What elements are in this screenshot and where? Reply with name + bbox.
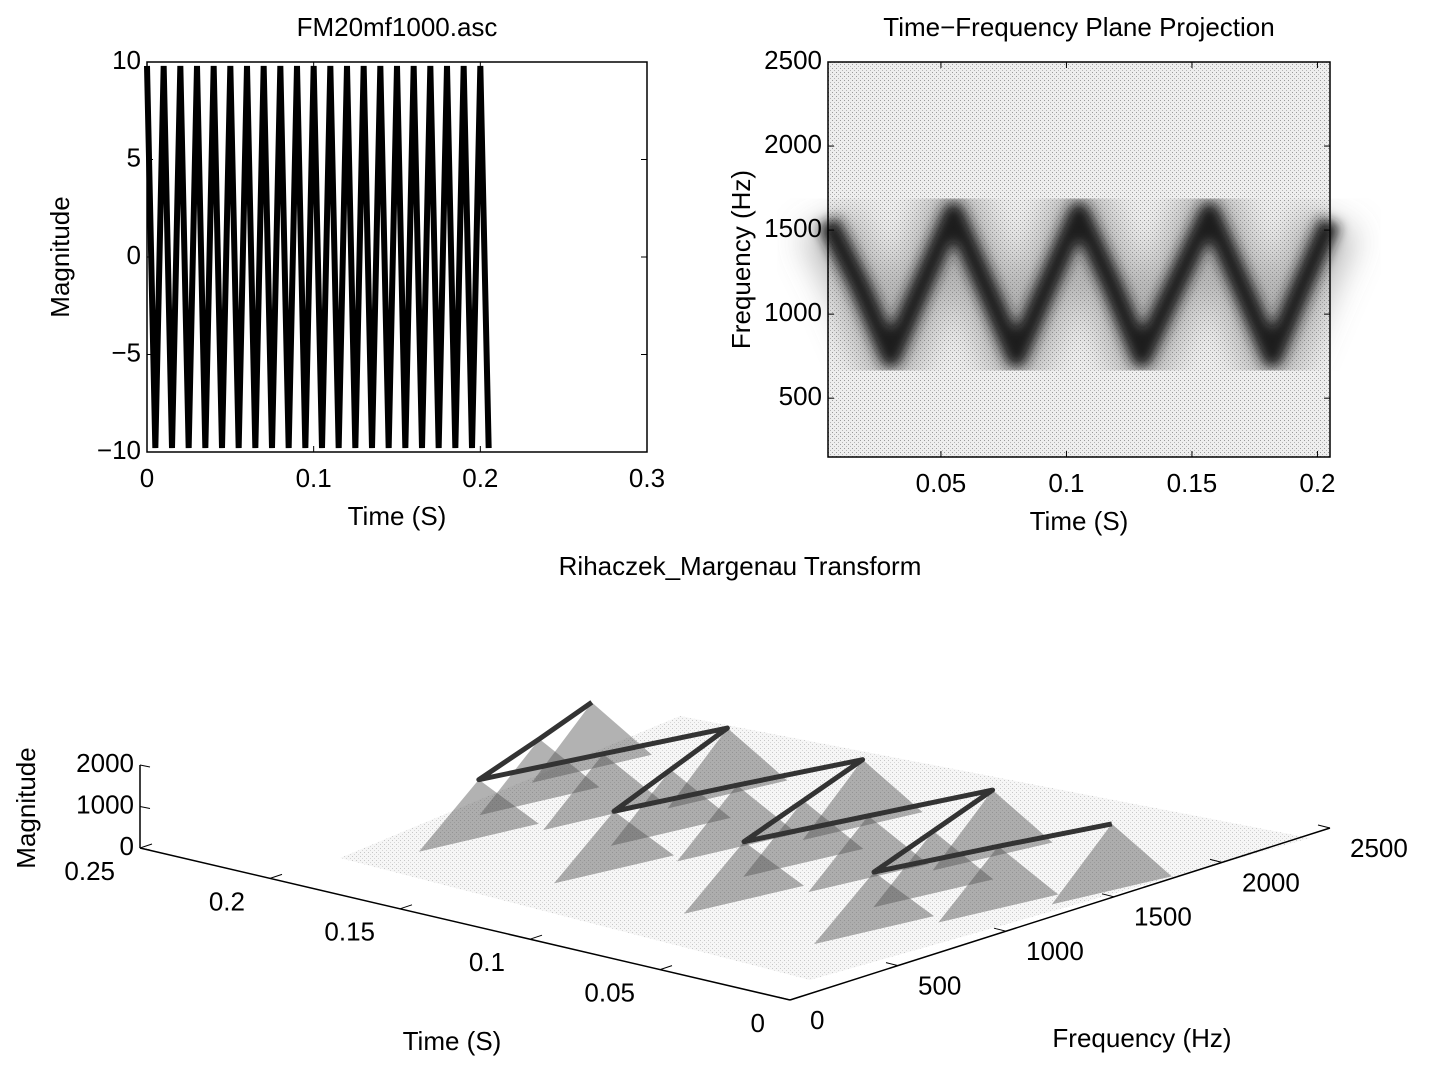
y-tick	[777, 996, 791, 1001]
chart-title: Time−Frequency Plane Projection	[883, 12, 1274, 42]
y-tick-label: 0	[810, 1005, 824, 1035]
y-tick	[1209, 858, 1223, 863]
x-tick	[269, 873, 283, 879]
ridge-line	[818, 202, 1341, 368]
x-tick-label: 0	[140, 463, 154, 493]
ridge-flank	[610, 769, 731, 846]
z-tick	[139, 847, 151, 851]
y-tick-label: 2500	[764, 45, 822, 75]
x-tick-label: 0.1	[469, 947, 505, 977]
ridge-flank	[554, 811, 674, 884]
x-tick-label: 0.2	[1299, 468, 1335, 498]
chart-title: Rihaczek_Margenau Transform	[559, 551, 922, 581]
z-tick-label: 0	[120, 831, 134, 861]
z-axis-label: Magnitude	[11, 747, 41, 868]
y-tick-label: 1000	[1026, 936, 1084, 966]
surface-floor	[340, 716, 1310, 980]
x-tick	[139, 843, 153, 849]
x-tick-label: 0.1	[296, 463, 332, 493]
y-tick-label: 500	[779, 381, 822, 411]
ridge-flank	[1051, 823, 1172, 905]
x-tick	[659, 965, 673, 971]
ridge-flank	[932, 790, 1053, 871]
chart-title: FM20mf1000.asc	[297, 12, 498, 42]
y-tick-label: 10	[112, 45, 141, 75]
x-tick	[529, 934, 543, 940]
y-tick-label: 0	[127, 240, 141, 270]
y-axis-label: Frequency (Hz)	[1052, 1023, 1231, 1053]
ridge-flank	[677, 785, 797, 862]
y-axis-label: Magnitude	[45, 196, 75, 317]
z-tick	[139, 764, 151, 768]
x-axis-label: Time (S)	[348, 501, 447, 531]
y-tick-label: −10	[97, 435, 141, 465]
x-tick	[399, 904, 413, 910]
y-tick-label: −5	[111, 337, 141, 367]
z-tick-label: 1000	[76, 789, 134, 819]
y-tick	[1317, 824, 1331, 829]
plot-frame	[827, 61, 1331, 458]
ridge-crest	[476, 700, 1113, 875]
ridge-flank	[808, 815, 929, 893]
signal-line	[144, 65, 492, 449]
y-tick-label: 2000	[1242, 867, 1300, 897]
ridge-flank	[802, 759, 923, 841]
y-tick	[1101, 893, 1115, 898]
x-axis-label: Time (S)	[1030, 506, 1129, 536]
x-tick-label: 0.15	[324, 917, 375, 947]
x-axis-label: Time (S)	[403, 1026, 502, 1056]
ridge-flank	[938, 846, 1059, 923]
y-tick-label: 2000	[764, 129, 822, 159]
time-axis	[139, 847, 791, 1001]
x-tick	[789, 995, 803, 1001]
ridge-flank	[667, 728, 788, 809]
y-tick-label: 1000	[764, 297, 822, 327]
x-tick-label: 0.3	[629, 463, 665, 493]
x-tick-label: 0.05	[916, 468, 967, 498]
y-tick	[885, 962, 899, 967]
x-tick-label: 0.15	[1167, 468, 1218, 498]
y-axis-label: Frequency (Hz)	[726, 170, 756, 349]
ridge-flank	[418, 779, 539, 852]
ridge-flank	[873, 831, 994, 908]
x-tick-label: 0.2	[209, 886, 245, 916]
ridge-flank	[743, 800, 864, 877]
ridge-flank	[479, 738, 600, 816]
z-tick	[139, 806, 151, 809]
y-tick	[993, 927, 1007, 932]
y-tick-label: 500	[918, 970, 961, 1000]
z-tick-label: 2000	[76, 748, 134, 778]
frequency-axis	[789, 827, 1331, 1001]
x-tick-label: 0	[751, 1008, 765, 1038]
y-tick-label: 1500	[764, 213, 822, 243]
x-tick-label: 0.2	[462, 463, 498, 493]
y-tick-label: 5	[127, 142, 141, 172]
ridge-flank	[814, 872, 934, 945]
x-tick-label: 0.05	[584, 977, 635, 1007]
ridge-flank	[543, 753, 664, 831]
x-tick-label: 0.1	[1048, 468, 1084, 498]
x-tick-label: 0.25	[64, 856, 115, 886]
y-tick-label: 2500	[1350, 833, 1408, 863]
y-tick-label: 1500	[1134, 902, 1192, 932]
ridge-flank	[684, 841, 804, 914]
